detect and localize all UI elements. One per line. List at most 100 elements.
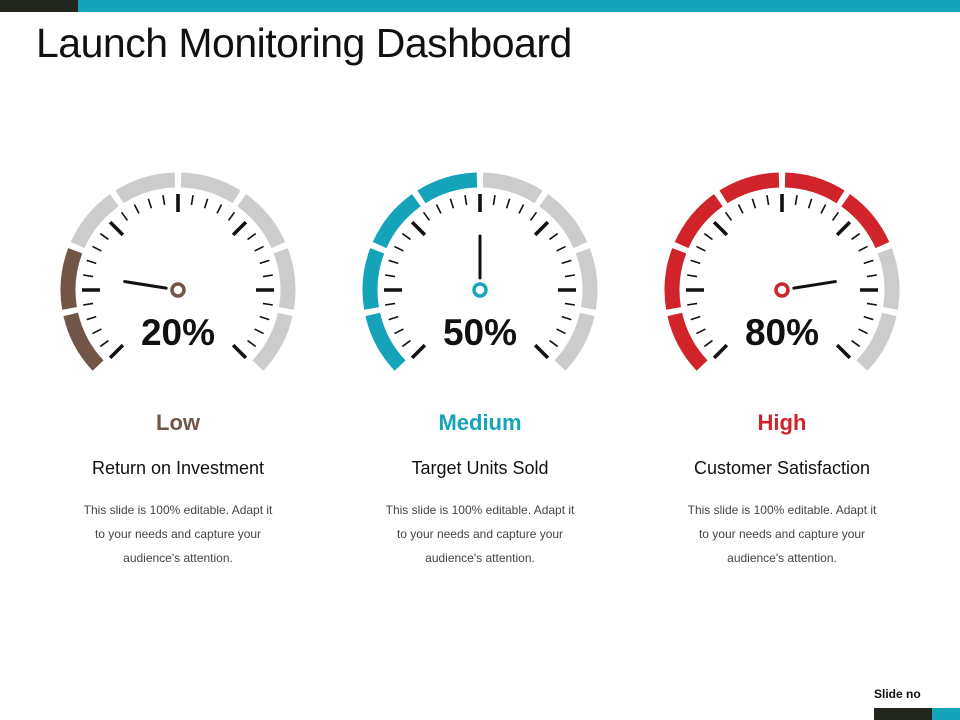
gauge-major-tick [835,343,852,360]
gauge-needle [123,280,168,290]
gauge-target-units-sold: 50% Medium Target Units Sold This slide … [340,160,620,620]
gauge-arc-segment [877,248,900,310]
gauge-minor-tick [385,274,396,278]
gauge-customer-satisfaction: 80% High Customer Satisfaction This slid… [642,160,922,620]
gauge-minor-tick [851,339,861,348]
gauge-needle [792,280,837,290]
gauge-minor-tick [401,232,411,241]
slide-number-label: Slide no [874,687,921,701]
gauge-level-label: Medium [438,410,522,435]
gauge-major-tick [410,343,427,360]
gauge-level-label: High [757,410,807,435]
gauge-minor-tick [724,211,733,221]
gauge-minor-tick [831,211,840,221]
gauge-minor-tick [435,204,442,214]
gauge-major-tick [712,220,729,237]
gauge-arc-segment [719,172,780,204]
gauge-arc-segment [362,248,385,310]
gauge-minor-tick [492,195,496,206]
gauge-minor-tick [737,204,744,214]
gauge-minor-tick [262,274,273,278]
gauge-minor-tick [703,232,713,241]
gauge-description: This slide is 100% editable. Adapt it to… [687,503,877,565]
gauge-arc-segment [70,194,119,249]
gauge-metric-name: Customer Satisfaction [693,458,871,478]
gauge-level-label: Low [156,410,200,435]
gauge-minor-tick [556,328,566,335]
gauge-return-on-investment: 20% Low Return on Investment This slide … [38,160,318,620]
gauge-minor-tick [696,245,706,252]
gauge-minor-tick [529,211,538,221]
gauge-major-tick [108,220,125,237]
gauge-minor-tick [858,328,868,335]
gauge-minor-tick [86,315,97,321]
gauge-arc-segment [273,248,296,310]
gauge-minor-tick [696,328,706,335]
gauge-arc-segment [252,312,293,371]
gauge-minor-tick [388,315,399,321]
gauge-arc-segment [784,172,845,204]
gauge-minor-tick [385,302,396,306]
footer-bar-dark [874,708,932,720]
gauge-arc-segment [372,194,421,249]
gauge-minor-tick [422,211,431,221]
gauge-minor-tick [247,232,257,241]
gauge-arc-segment [841,194,890,249]
gauge-dial [60,172,296,371]
gauge-minor-tick [99,232,109,241]
page-title: Launch Monitoring Dashboard [36,20,572,66]
gauge-minor-tick [866,274,877,278]
gauge-minor-tick [83,274,94,278]
gauge-dial [664,172,900,371]
gauge-metric-name: Target Units Sold [411,458,549,478]
gauge-minor-tick [92,245,102,252]
gauge-minor-tick [83,302,94,306]
gauge-minor-tick [388,259,399,265]
gauge-major-tick [231,220,248,237]
gauge-arc-segment [539,194,588,249]
gauge-minor-tick [518,204,525,214]
gauge-minor-tick [863,259,874,265]
gauge-minor-tick [394,245,404,252]
gauge-minor-tick [259,315,270,321]
gauge-minor-tick [190,195,194,206]
gauge-metric-name: Return on Investment [91,458,265,478]
gauge-description: This slide is 100% editable. Adapt it to… [385,503,575,565]
gauge-value: 80% [744,312,820,353]
gauge-minor-tick [561,315,572,321]
gauge-major-tick [533,343,550,360]
gauge-minor-tick [262,302,273,306]
gauge-minor-tick [866,302,877,306]
gauge-minor-tick [227,211,236,221]
gauge-minor-tick [133,204,140,214]
gauge-minor-tick [254,328,264,335]
gauge-minor-tick [99,339,109,348]
gauge-arc-segment [482,172,543,204]
gauge-minor-tick [690,315,701,321]
gauge-arc-segment [856,312,897,371]
gauge-hub [472,282,488,298]
gauge-arc-segment [63,312,104,371]
gauge-minor-tick [92,328,102,335]
gauge-arc-segment [365,312,406,371]
gauge-minor-tick [820,204,827,214]
footer-bar-accent [932,708,960,720]
gauge-minor-tick [556,245,566,252]
gauge-minor-tick [851,232,861,241]
gauge-arc-segment [237,194,286,249]
gauge-hub [170,282,186,298]
gauge-minor-tick [464,195,468,206]
gauge-minor-tick [162,195,166,206]
gauge-dial [362,172,598,371]
top-bar-accent [78,0,960,12]
gauge-minor-tick [690,259,701,265]
gauge-minor-tick [505,198,511,209]
gauge-value: 50% [442,312,518,353]
gauge-minor-tick [401,339,411,348]
gauge-arc-segment [674,194,723,249]
gauge-arc-segment [667,312,708,371]
gauge-minor-tick [564,302,575,306]
gauge-minor-tick [751,198,757,209]
gauge-minor-tick [807,198,813,209]
gauge-minor-tick [549,339,559,348]
